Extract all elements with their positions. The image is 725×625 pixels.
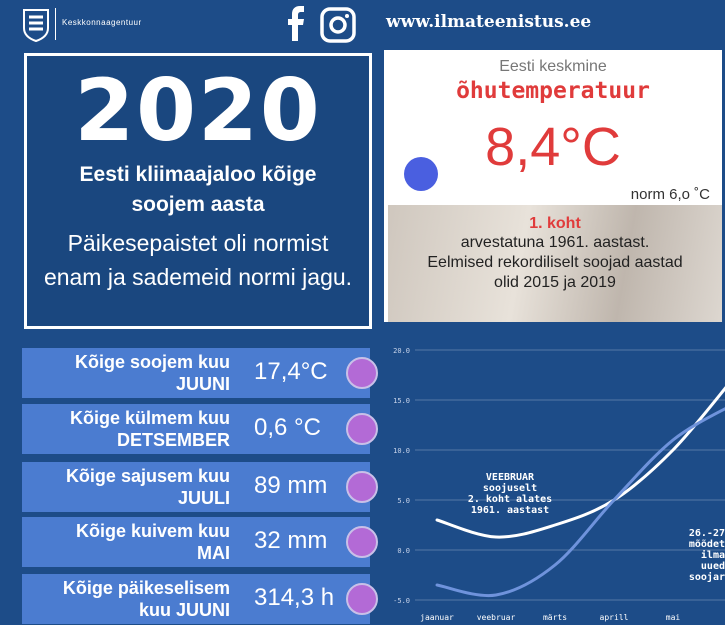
record-month: MAI: [197, 543, 230, 563]
tap-icon[interactable]: [404, 157, 438, 191]
headline-title: Eesti kliimaajaloo kõige soojem aasta: [27, 160, 369, 220]
divider: [55, 8, 56, 40]
x-tick-label: aprill: [600, 613, 629, 622]
record-row: Kõige soojem kuu JUUNI 17,4°C: [22, 348, 378, 398]
menu-button[interactable]: [346, 526, 378, 558]
temp-norm: norm 6,o ˚C: [630, 186, 710, 203]
headline-box: 2020 Eesti kliimaajaloo kõige soojem aast…: [24, 53, 372, 329]
title-line: Eesti kliimaajaloo kõige: [79, 163, 317, 186]
facebook-icon[interactable]: [288, 6, 304, 41]
annotation: 1961. aastast: [471, 505, 549, 516]
x-tick-label: jaanuar: [420, 613, 454, 622]
record-value: 89 mm: [254, 472, 328, 499]
record-row: Kõige päikeselisem kuu JUUNI 314,3 h: [22, 574, 378, 624]
annotation: 26.-27: [689, 528, 725, 539]
x-tick-label: mai: [666, 613, 681, 622]
website-url[interactable]: www.ilmateenistus.ee: [386, 12, 592, 32]
temperature-box: Eesti keskmine õhutemperatuur 8,4°C norm…: [384, 50, 722, 322]
annotation: uued: [701, 561, 725, 572]
text-line: olid 2015 ja 2019: [494, 274, 616, 291]
record-label: Kõige soojem kuu JUUNI: [75, 351, 230, 395]
record-label: Kõige kuivem kuu MAI: [76, 520, 230, 564]
y-tick-label: 10.0: [393, 447, 410, 455]
record-title: Kõige kuivem kuu: [75, 521, 230, 541]
series-line: [435, 407, 725, 598]
record-value: 314,3 h: [254, 584, 335, 611]
record-month: JUUNI: [175, 374, 230, 394]
record-label: Kõige sajusem kuu JUULI: [66, 465, 230, 509]
record-title: Kõige soojem kuu: [74, 352, 230, 372]
record-row: Kõige sajusem kuu JUULI 89 mm: [22, 462, 378, 512]
rank: 1. koht: [529, 215, 581, 232]
thermometer-photo: 1. koht arvestatuna 1961. aastast. Eelmis…: [388, 205, 722, 322]
record-value: 17,4°C: [254, 358, 328, 385]
record-row: Kõige külmem kuu DETSEMBER 0,6 °C: [22, 404, 378, 454]
record-label: Kõige külmem kuu DETSEMBER: [70, 407, 230, 451]
x-tick-label: veebruar: [477, 613, 516, 622]
logo: [23, 9, 49, 42]
annotation: VEEBRUAR: [486, 472, 535, 483]
record-value: 32 mm: [254, 527, 328, 554]
text-line: Päikesepaistet oli normist: [67, 230, 329, 256]
x-tick-label: märts: [543, 613, 567, 622]
chart: -5.0 0.0 5.0 10.0 15.0 20.0 jaanuar veebruar mär…: [393, 347, 725, 622]
text-line: enam ja sademeid normi jagu.: [43, 264, 353, 290]
temp-title: õhutemperatuur: [456, 78, 650, 104]
temp-label: Eesti keskmine: [499, 58, 607, 75]
record-month: JUULI: [177, 488, 230, 508]
headline-text: Päikesepaistet oli normist enam ja sademe…: [27, 226, 369, 294]
rank-text: arvestatuna 1961. aastast. Eelmised rekor…: [388, 233, 722, 293]
record-title: Kõige sajusem kuu: [65, 466, 230, 486]
instagram-icon[interactable]: [320, 7, 356, 43]
record-title: Kõige päikeselisem: [62, 578, 230, 598]
annotation: soojuselt: [483, 482, 537, 494]
y-tick-label: 15.0: [393, 397, 410, 405]
annotation: ilma: [701, 549, 725, 561]
menu-button[interactable]: [346, 413, 378, 445]
menu-button[interactable]: [346, 357, 378, 389]
annotation: 2. koht alates: [468, 494, 552, 505]
y-tick-label: 5.0: [397, 497, 410, 505]
menu-button[interactable]: [346, 471, 378, 503]
annotation: mõõdet: [689, 539, 725, 550]
menu-button[interactable]: [346, 583, 378, 615]
record-title: Kõige külmem kuu: [69, 408, 230, 428]
record-row: Kõige kuivem kuu MAI 32 mm: [22, 517, 378, 567]
record-label: Kõige päikeselisem kuu JUUNI: [63, 577, 230, 621]
y-tick-label: -5.0: [393, 597, 410, 605]
annotation: soojar: [689, 571, 725, 583]
record-month: kuu JUUNI: [138, 600, 230, 620]
series-line: [435, 386, 725, 539]
text-line: arvestatuna 1961. aastast.: [460, 234, 650, 251]
social-icons: [288, 6, 356, 43]
org-name: Keskkonnaagentuur: [62, 18, 142, 27]
record-value: 0,6 °C: [254, 414, 321, 441]
temp-value: 8,4°C: [485, 117, 621, 177]
y-tick-label: 0.0: [397, 547, 410, 555]
text-line: Eelmised rekordiliselt soojad aastad: [427, 254, 683, 271]
title-line: soojem aasta: [131, 193, 265, 216]
y-tick-label: 20.0: [393, 347, 410, 355]
year: 2020: [74, 61, 322, 161]
record-month: DETSEMBER: [116, 430, 230, 450]
